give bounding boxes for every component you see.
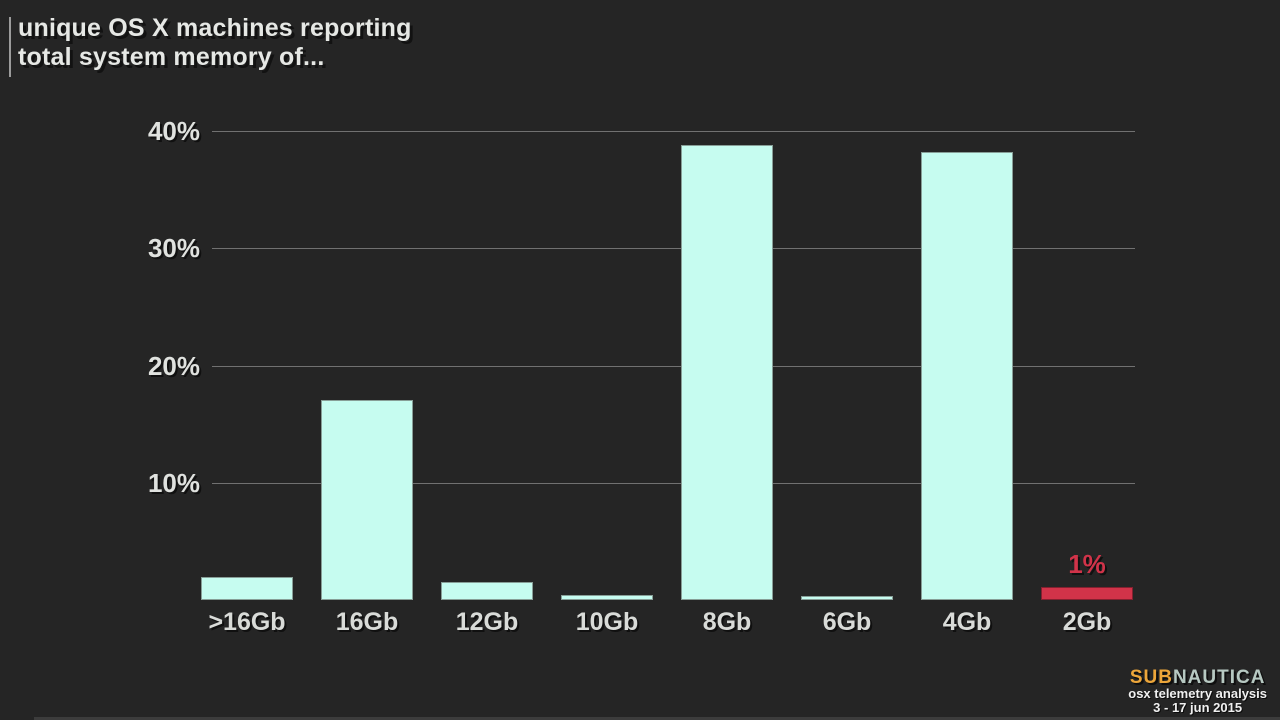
y-axis-tick-label: 40% bbox=[147, 116, 200, 146]
grid-line bbox=[212, 248, 1135, 250]
bar-slot: 1% bbox=[1027, 131, 1147, 600]
footer-daterange: 3 - 17 jun 2015 bbox=[1153, 699, 1243, 715]
grid-line bbox=[212, 131, 1135, 132]
x-axis-tick-label: >16Gb bbox=[208, 608, 286, 636]
bar-slot bbox=[667, 131, 787, 600]
bar-slot bbox=[187, 131, 307, 600]
x-axis-labels: >16Gb 16Gb 12Gb 10Gb 8Gb 6Gb 4Gb 2Gb bbox=[187, 608, 1147, 637]
grid-line bbox=[212, 365, 1135, 367]
y-axis-tick-label: 20% bbox=[147, 350, 200, 381]
bar-highlighted bbox=[1041, 587, 1133, 600]
bottom-edge-strip bbox=[34, 717, 1280, 720]
bar bbox=[681, 145, 773, 600]
bar bbox=[441, 582, 533, 600]
x-axis-tick-label: 10Gb bbox=[575, 608, 639, 636]
x-axis-tick-label: 4Gb bbox=[942, 608, 992, 636]
title-accent-line bbox=[9, 17, 11, 77]
bar-annotation: 1% bbox=[1068, 549, 1106, 580]
y-axis-tick-label: 10% bbox=[147, 467, 200, 498]
chart-title-line1: unique OS X machines reporting bbox=[18, 14, 412, 42]
brand-footer: SUBNAUTICA osx telemetry analysis 3 - 17… bbox=[1128, 668, 1267, 714]
bar bbox=[921, 152, 1013, 600]
chart-title: unique OS X machines reporting total sys… bbox=[18, 14, 412, 72]
y-axis-tick-label: 30% bbox=[147, 233, 200, 264]
bar-slot bbox=[787, 131, 907, 600]
grid-line bbox=[212, 482, 1135, 484]
x-axis-tick-label: 12Gb bbox=[455, 608, 519, 636]
logo-text-nautica: NAUTICA bbox=[1172, 667, 1266, 688]
bar bbox=[201, 576, 293, 600]
bar bbox=[801, 595, 893, 600]
chart-title-line2: total system memory of... bbox=[18, 43, 325, 71]
subnautica-logo: SUBNAUTICA bbox=[1128, 668, 1267, 687]
x-axis-tick-label: 16Gb bbox=[335, 608, 399, 636]
x-axis-tick-label: 8Gb bbox=[702, 608, 752, 636]
bar bbox=[321, 399, 413, 600]
bar-slot bbox=[547, 131, 667, 600]
logo-text-sub: SUB bbox=[1129, 667, 1173, 688]
bar-slot bbox=[307, 131, 427, 600]
bar-slot bbox=[427, 131, 547, 600]
bar-slot bbox=[907, 131, 1027, 600]
footer-subtitle: osx telemetry analysis bbox=[1128, 686, 1267, 701]
bar bbox=[561, 595, 653, 600]
bars-layer: 1% bbox=[187, 131, 1147, 600]
x-axis-tick-label: 6Gb bbox=[822, 608, 872, 636]
x-axis-tick-label: 2Gb bbox=[1062, 608, 1112, 636]
